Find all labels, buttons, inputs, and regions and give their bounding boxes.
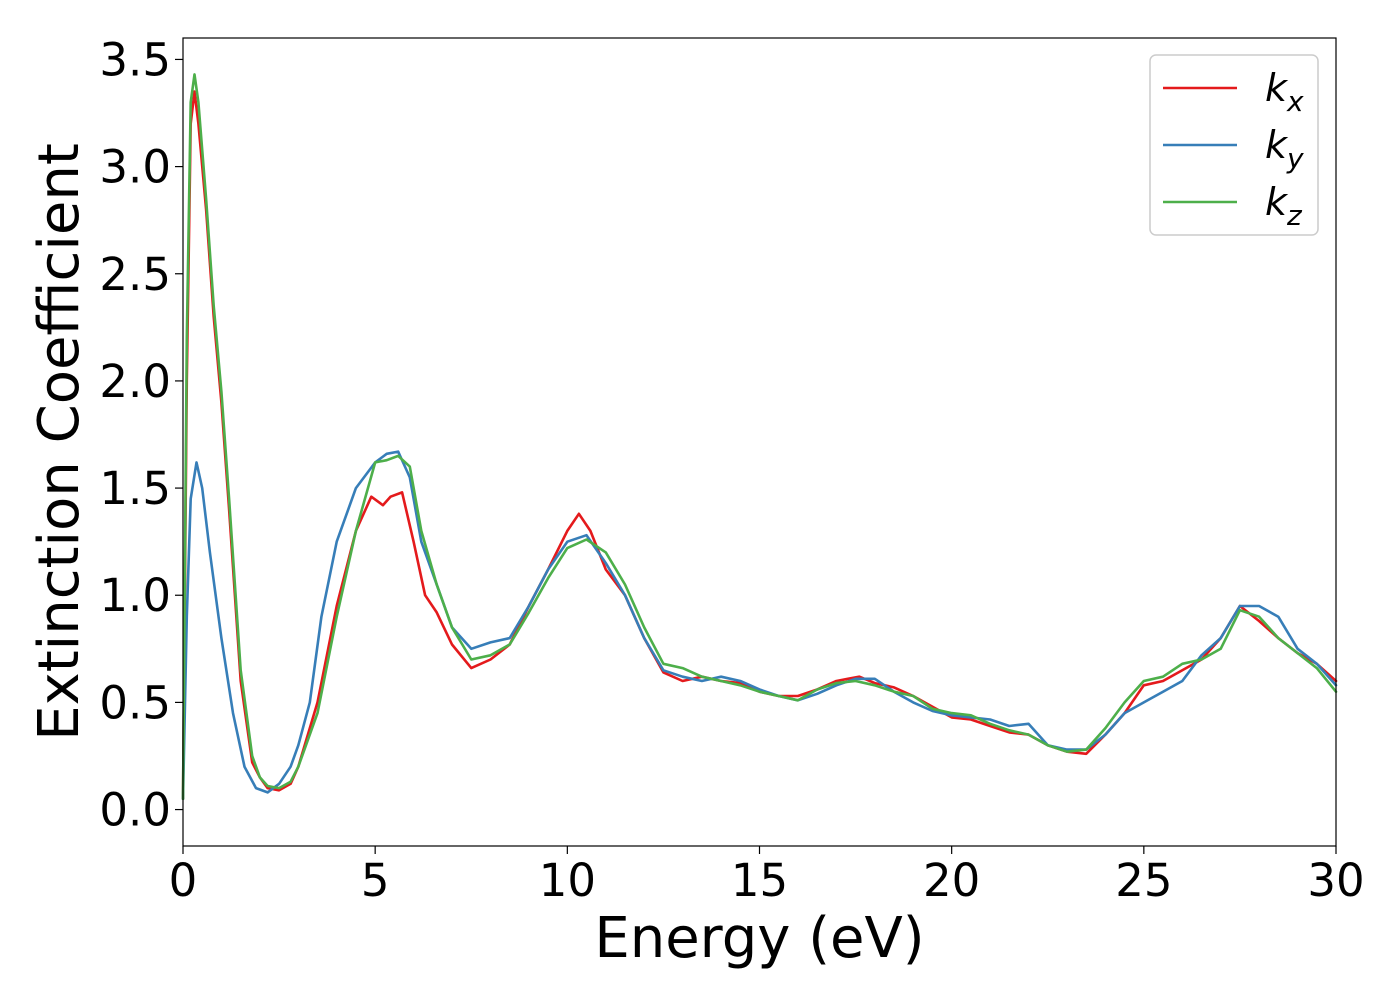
series-layer	[181, 73, 1338, 801]
legend-label-sub: z	[1286, 199, 1303, 232]
x-tick-label: 5	[361, 854, 390, 907]
legend-label-main: k	[1265, 66, 1289, 110]
legend-label-sub: y	[1286, 142, 1304, 175]
x-tick-label: 30	[1307, 854, 1364, 907]
y-axis: 0.0 0.5 1.0 1.5 2.0 2.5 3.0 3.5	[99, 33, 183, 837]
y-axis-title: Extinction Coefficient	[27, 143, 92, 741]
y-tick-label: 1.5	[99, 462, 171, 515]
x-tick-label: 0	[169, 854, 198, 907]
x-axis-title: Energy (eV)	[594, 906, 924, 971]
y-tick-label: 1.0	[99, 569, 171, 622]
y-tick-label: 3.5	[99, 33, 171, 86]
x-tick-label: 15	[731, 854, 788, 907]
legend-label-sub: x	[1286, 85, 1304, 118]
series-line-kz	[181, 73, 1338, 801]
series-line-ky	[181, 450, 1338, 801]
legend-label-kz: kz	[1265, 180, 1303, 232]
x-tick-label: 10	[539, 854, 596, 907]
y-tick-label: 3.0	[99, 141, 171, 194]
x-tick-label: 20	[923, 854, 980, 907]
legend-label-ky: ky	[1265, 123, 1304, 175]
y-tick-label: 0.0	[99, 784, 171, 837]
x-axis: 0 5 10 15 20 25 30	[169, 846, 1365, 907]
legend-label-kx: kx	[1265, 66, 1304, 118]
x-tick-label: 25	[1115, 854, 1172, 907]
y-tick-label: 2.0	[99, 355, 171, 408]
legend-label-main: k	[1265, 180, 1289, 224]
y-tick-label: 0.5	[99, 676, 171, 729]
legend-label-main: k	[1265, 123, 1289, 167]
y-tick-label: 2.5	[99, 248, 171, 301]
